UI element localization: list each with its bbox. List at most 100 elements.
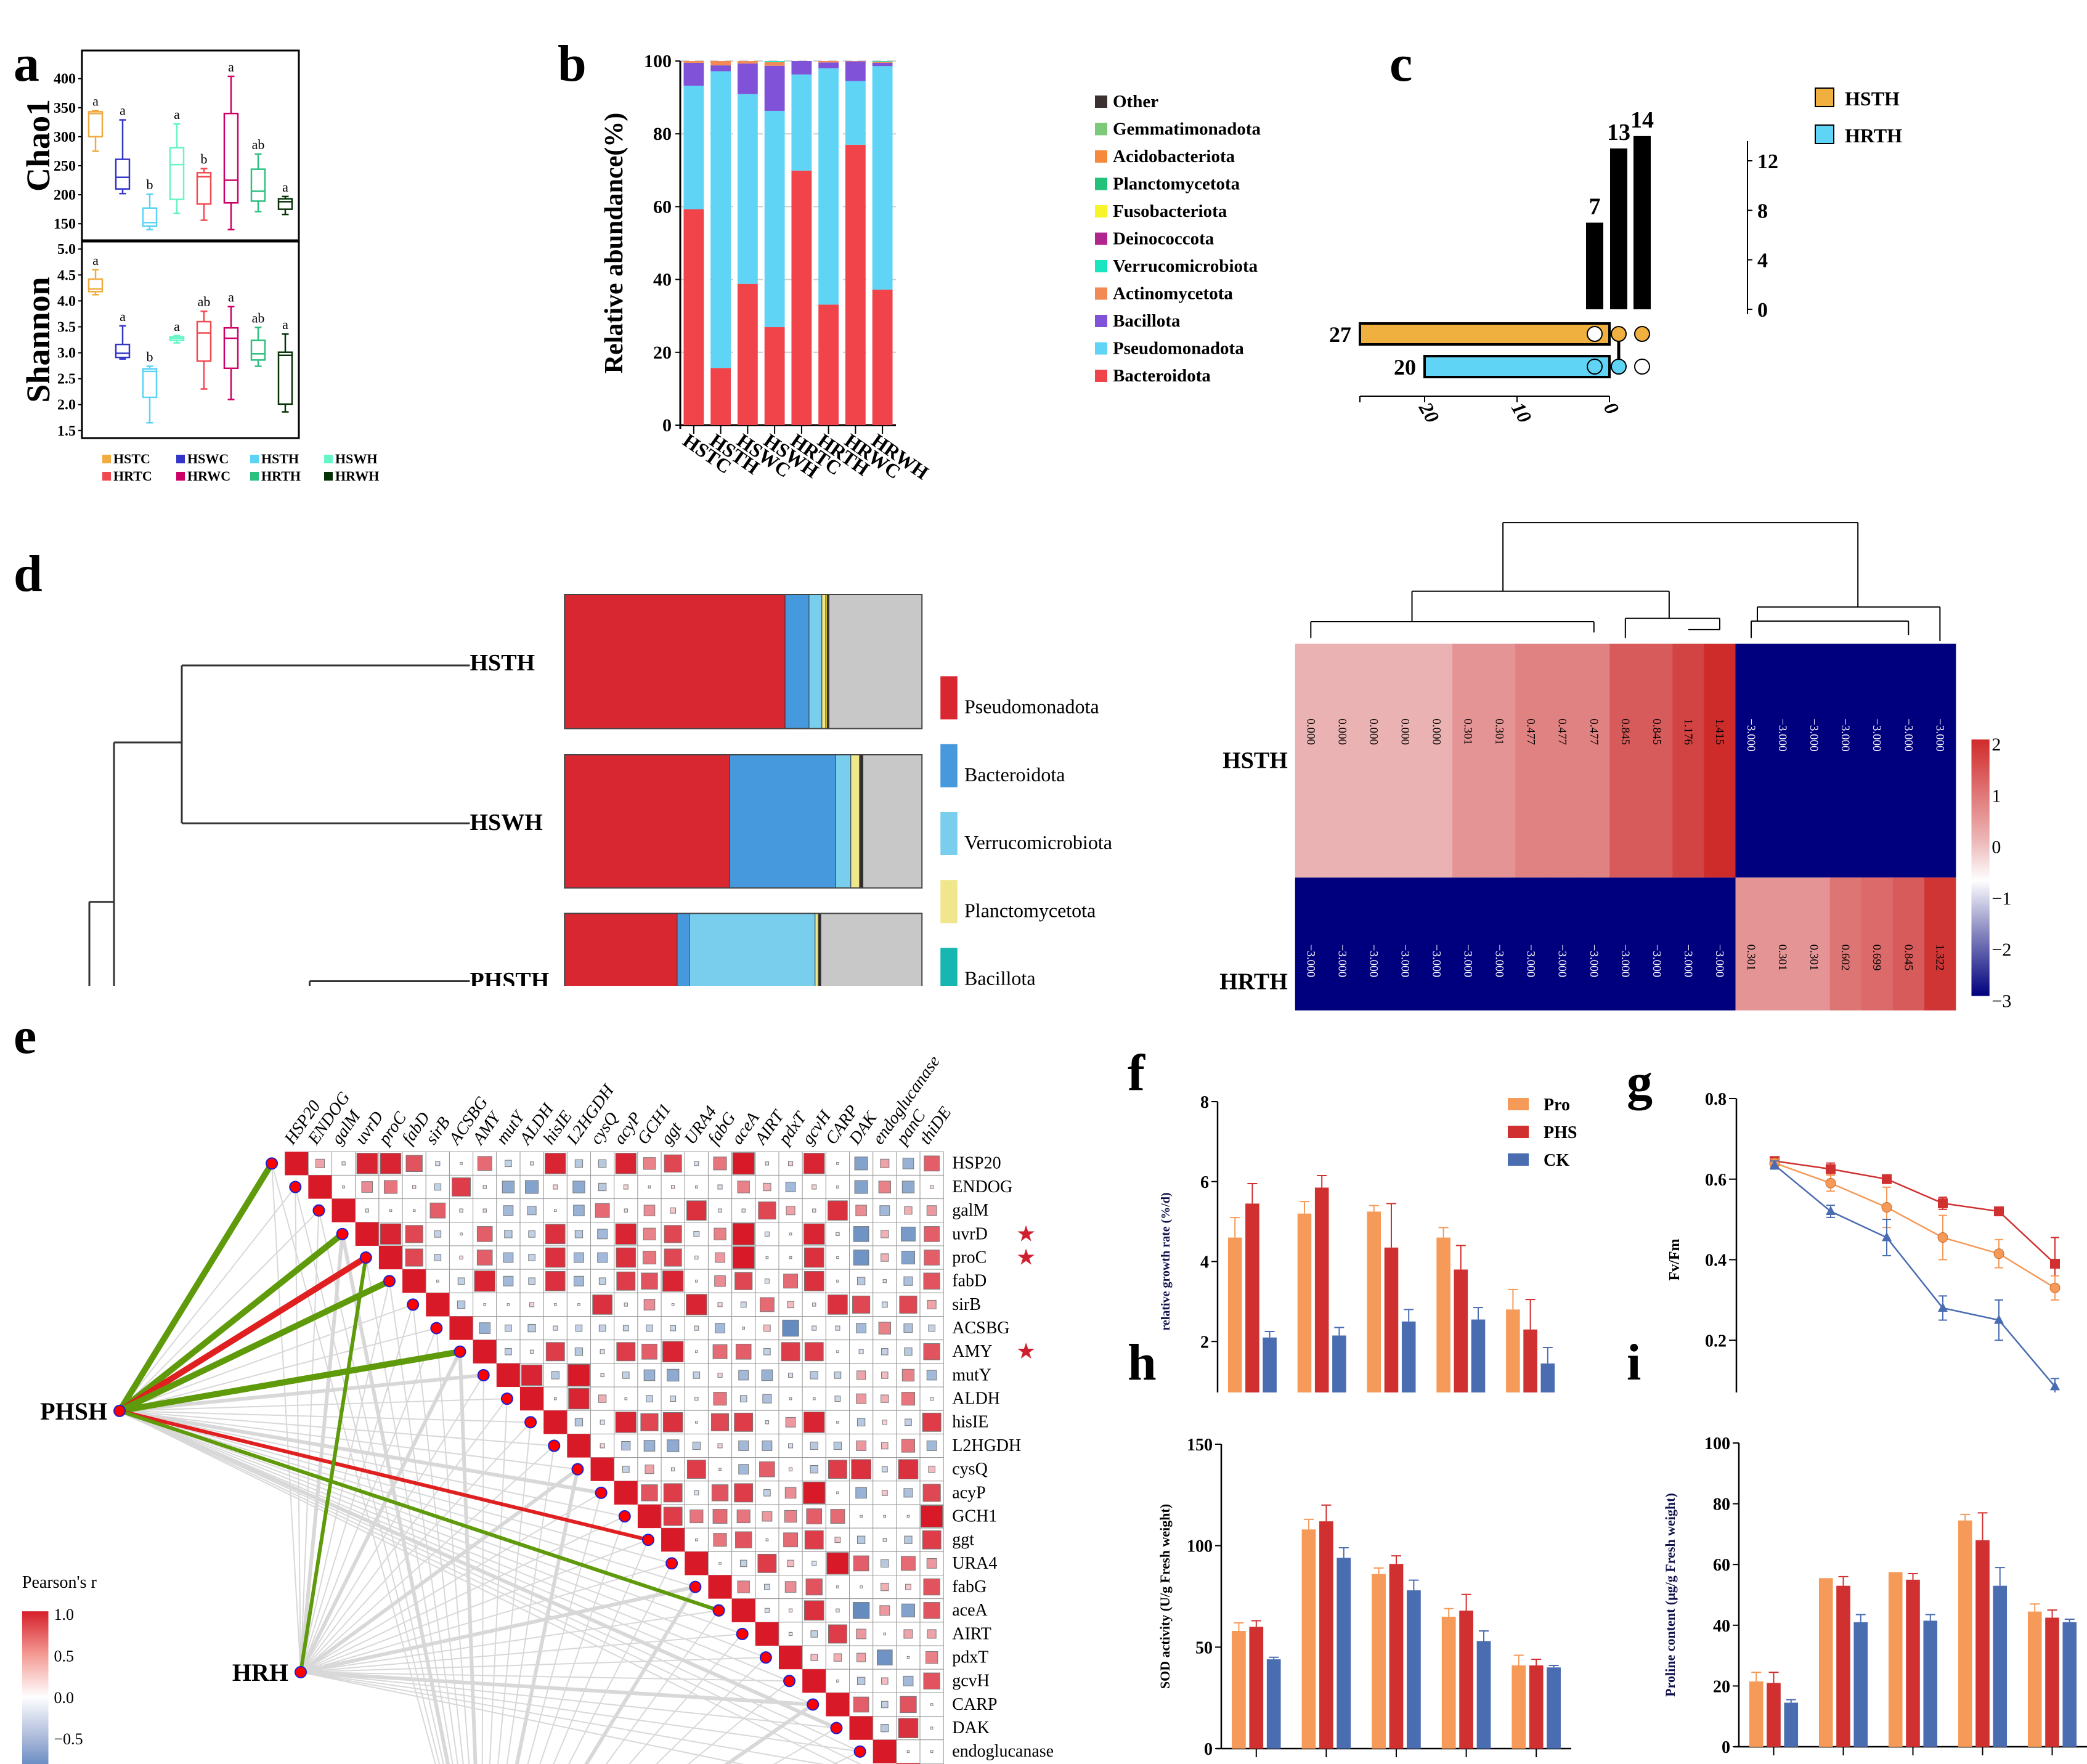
corr-square	[803, 1223, 825, 1245]
corr-square	[922, 1530, 942, 1550]
colorbar-tick: 1	[1991, 786, 2001, 806]
y-tick-label: 0	[1757, 299, 1768, 322]
corr-square	[881, 1582, 889, 1591]
legend-swatch-ck	[1508, 1153, 1529, 1166]
legend-label-HSTH: HSTH	[261, 451, 299, 466]
corr-square	[615, 1223, 637, 1245]
panel-label-d: d	[14, 545, 43, 603]
bar-segment-bacteroidota	[872, 290, 893, 425]
corr-square	[648, 1185, 651, 1189]
mantel-link-nonsig	[119, 1410, 862, 1764]
corr-cell-bg	[919, 1716, 944, 1741]
corr-square	[899, 1295, 917, 1314]
heatmap-value: 1.176	[1682, 718, 1694, 745]
mantel-link-nonsig	[489, 1399, 508, 1764]
heatmap-cell	[1578, 877, 1610, 1010]
corr-square	[881, 1348, 889, 1356]
bar-segment-unclassified	[828, 594, 922, 729]
chart-h-sod: 0 50 100 150 SOD activity (U/g Fresh weight)…	[1157, 1436, 1571, 1759]
bar-pro-24	[1232, 1630, 1246, 1749]
corr-square	[529, 1349, 534, 1354]
corr-square	[883, 1514, 887, 1518]
intersection-bar	[1633, 136, 1651, 310]
bar-segment-pseudomonadota	[564, 913, 678, 986]
gene-node-HSP20	[266, 1157, 279, 1170]
corr-square	[553, 1325, 558, 1331]
legend-label-phs: PHS	[1544, 1123, 1577, 1142]
marker-square	[1826, 1164, 1836, 1174]
corr-square	[926, 1558, 937, 1569]
corr-square	[577, 1303, 580, 1306]
corr-square	[784, 1510, 797, 1523]
heatmap-value: −3.000	[1398, 945, 1411, 977]
corr-cell-diagonal	[637, 1504, 662, 1529]
mantel-link-nonsig	[300, 1671, 790, 1682]
corr-square	[717, 1302, 723, 1307]
corr-square	[882, 1279, 887, 1283]
bar-segment-pseudomonadota	[764, 110, 785, 328]
heatmap-cell	[1357, 877, 1390, 1010]
y-axis-label: Chao1	[20, 99, 57, 192]
heatmap-cell	[1798, 877, 1831, 1010]
env-label-HRH: HRH	[232, 1659, 288, 1686]
heatmap-value: −3.000	[1335, 945, 1348, 977]
corr-square	[881, 1394, 889, 1403]
row-label-URA4: URA4	[952, 1554, 997, 1573]
mantel-link-nonsig	[300, 1539, 649, 1673]
matrix-dot	[1611, 326, 1627, 342]
legend-label-HSWH: HSWH	[335, 451, 377, 466]
mantel-link-nonsig	[605, 1610, 720, 1764]
bar-phs-96	[1975, 1540, 1990, 1747]
corr-square	[785, 1182, 796, 1192]
set-size-bar-HSTH	[1359, 322, 1611, 346]
y-tick-label: 60	[653, 197, 672, 217]
row-label-galM: galM	[952, 1201, 988, 1220]
corr-square	[803, 1481, 826, 1504]
mantel-link-PHSH-aceA	[119, 1409, 720, 1612]
y-tick-label: 0.4	[1705, 1251, 1727, 1270]
legend-swatch-gemmatimonadota	[1095, 123, 1107, 136]
significance-letter: b	[147, 349, 153, 364]
corr-square	[904, 1535, 913, 1544]
row-label-gcvH: gcvH	[952, 1672, 990, 1691]
pearson-tick: 1.0	[54, 1606, 75, 1624]
heatmap-cell	[1295, 877, 1327, 1010]
corr-square	[315, 1158, 325, 1168]
gene-node-cysQ	[571, 1463, 584, 1476]
corr-square	[881, 1559, 889, 1568]
corr-square	[810, 1630, 818, 1638]
corr-square	[664, 1154, 682, 1173]
bar-pro-24	[1227, 1237, 1242, 1392]
corr-square	[460, 1232, 463, 1236]
corr-square	[812, 1208, 816, 1213]
intersection-bar	[1610, 148, 1627, 309]
mantel-link-nonsig	[300, 1328, 437, 1673]
legend-label-acidobacteriota: Acidobacteriota	[1113, 147, 1235, 166]
bar-segment-actinomycetota	[818, 61, 839, 63]
corr-square	[642, 1251, 657, 1265]
pearson-tick: −0.5	[54, 1730, 83, 1748]
heatmap-value: 1.415	[1713, 718, 1726, 745]
heatmap-cell	[1515, 877, 1547, 1010]
heatmap-value: 0.000	[1430, 718, 1443, 745]
corr-square	[787, 1559, 794, 1567]
heatmap-cell	[1704, 877, 1736, 1010]
corr-square	[786, 1206, 795, 1216]
heatmap-cell	[1420, 877, 1453, 1010]
corr-square	[741, 1208, 746, 1213]
gene-node-DAK	[830, 1721, 843, 1734]
legend-label-ck: CK	[1544, 1151, 1569, 1170]
corr-square	[545, 1224, 566, 1245]
y-tick-label: 0	[1722, 1738, 1730, 1757]
corr-square	[928, 1465, 935, 1473]
bar-segment-pseudomonadota	[872, 66, 893, 290]
corr-square	[671, 1467, 675, 1471]
corr-square	[905, 1418, 912, 1426]
corr-square	[712, 1344, 728, 1359]
heatmap-value: −3.000	[1304, 945, 1317, 977]
corr-square	[718, 1468, 722, 1471]
bar-segment-verrucomicrobiota	[872, 61, 893, 62]
bar-segment-bacillota	[710, 65, 731, 71]
corr-square	[621, 1441, 631, 1451]
corr-square	[881, 1701, 889, 1709]
